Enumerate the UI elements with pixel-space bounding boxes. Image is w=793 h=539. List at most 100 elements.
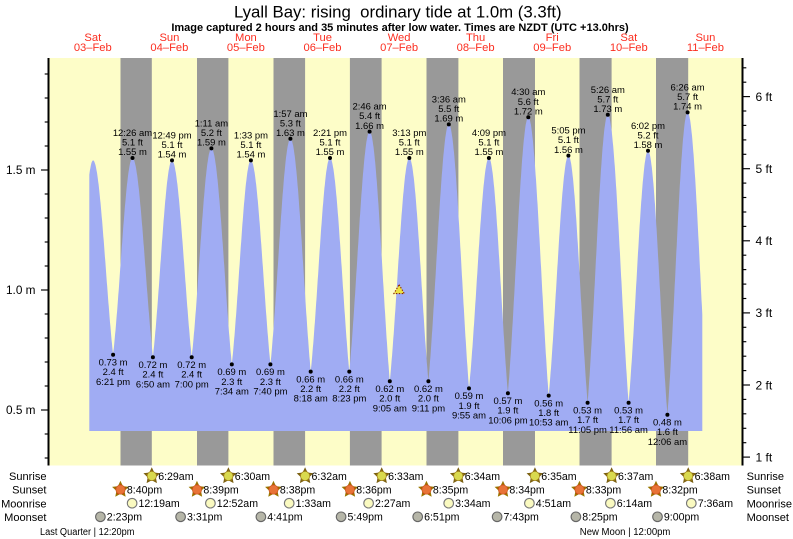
svg-text:8:25pm: 8:25pm (582, 512, 618, 524)
svg-text:5.1 ft: 5.1 ft (162, 140, 183, 151)
svg-text:09–Feb: 09–Feb (533, 42, 571, 54)
svg-text:3:34am: 3:34am (455, 498, 491, 510)
svg-text:Tue: Tue (313, 32, 332, 44)
svg-text:5.1 ft: 5.1 ft (399, 138, 420, 149)
svg-text:07–Feb: 07–Feb (380, 42, 418, 54)
svg-text:1.54 m: 1.54 m (236, 150, 265, 161)
svg-text:8:34pm: 8:34pm (509, 485, 545, 497)
svg-text:4:09 pm: 4:09 pm (472, 128, 506, 139)
svg-text:Moonset: Moonset (4, 512, 46, 524)
svg-text:12:06 am: 12:06 am (648, 437, 687, 448)
svg-text:1.6 ft: 1.6 ft (657, 427, 678, 438)
svg-text:4 ft: 4 ft (756, 234, 773, 248)
svg-text:8:23 pm: 8:23 pm (332, 394, 366, 405)
svg-text:Moonrise: Moonrise (1, 498, 46, 510)
svg-text:Image captured 2 hours and 35: Image captured 2 hours and 35 minutes af… (171, 22, 629, 34)
svg-text:Mon: Mon (235, 32, 257, 44)
svg-text:6:14am: 6:14am (617, 498, 653, 510)
svg-text:0.59 m: 0.59 m (455, 391, 484, 402)
svg-text:2.4 ft: 2.4 ft (142, 370, 163, 381)
svg-text:8:36pm: 8:36pm (356, 485, 392, 497)
svg-text:9:00pm: 9:00pm (664, 512, 700, 524)
svg-text:6:34am: 6:34am (465, 471, 501, 483)
svg-text:0.62 m: 0.62 m (375, 384, 404, 395)
svg-text:2.0 ft: 2.0 ft (379, 394, 400, 405)
svg-text:0.53 m: 0.53 m (573, 406, 602, 417)
svg-text:6:50 am: 6:50 am (136, 379, 170, 390)
svg-text:1.9 ft: 1.9 ft (459, 401, 480, 412)
svg-text:5.2 ft: 5.2 ft (638, 130, 659, 141)
svg-text:12:19am: 12:19am (139, 498, 180, 510)
svg-text:1.55 m: 1.55 m (395, 147, 424, 158)
svg-text:5.3 ft: 5.3 ft (280, 118, 301, 129)
svg-text:1.59 m: 1.59 m (197, 138, 226, 149)
svg-text:03–Feb: 03–Feb (74, 42, 112, 54)
svg-text:1:33am: 1:33am (296, 498, 332, 510)
svg-text:1.55 m: 1.55 m (474, 147, 503, 158)
svg-text:Thu: Thu (466, 32, 485, 44)
svg-text:0.66 m: 0.66 m (335, 374, 364, 385)
svg-text:0.57 m: 0.57 m (493, 396, 522, 407)
svg-text:6:38am: 6:38am (695, 471, 731, 483)
svg-text:Sunset: Sunset (747, 485, 781, 497)
svg-text:6:26 am: 6:26 am (671, 82, 705, 93)
svg-text:2 ft: 2 ft (756, 378, 773, 392)
svg-text:2.0 ft: 2.0 ft (418, 394, 439, 405)
svg-text:6:51pm: 6:51pm (424, 512, 460, 524)
svg-text:6:37am: 6:37am (618, 471, 654, 483)
svg-text:6:30am: 6:30am (235, 471, 271, 483)
svg-text:1.66 m: 1.66 m (355, 121, 384, 132)
svg-text:1.54 m: 1.54 m (158, 150, 187, 161)
svg-text:1 ft: 1 ft (756, 450, 773, 464)
svg-text:Last Quarter | 12:20pm: Last Quarter | 12:20pm (40, 527, 134, 538)
svg-text:11:05 pm: 11:05 pm (568, 425, 607, 436)
svg-text:Sunset: Sunset (12, 485, 46, 497)
svg-text:0.56 m: 0.56 m (534, 398, 563, 409)
svg-text:2:21 pm: 2:21 pm (313, 128, 347, 139)
svg-text:Moonrise: Moonrise (747, 498, 792, 510)
svg-text:5:49pm: 5:49pm (348, 512, 384, 524)
svg-text:1:11 am: 1:11 am (195, 118, 229, 129)
svg-text:3 ft: 3 ft (756, 306, 773, 320)
svg-text:10:06 pm: 10:06 pm (488, 415, 527, 426)
svg-text:8:38pm: 8:38pm (280, 485, 316, 497)
svg-text:2.3 ft: 2.3 ft (260, 377, 281, 388)
svg-text:1.7 ft: 1.7 ft (577, 415, 598, 426)
svg-text:2:23pm: 2:23pm (107, 512, 143, 524)
svg-text:7:34 am: 7:34 am (215, 387, 249, 398)
svg-text:2.3 ft: 2.3 ft (221, 377, 242, 388)
svg-text:8:39pm: 8:39pm (203, 485, 239, 497)
svg-text:11:56 am: 11:56 am (609, 425, 648, 436)
svg-text:8:40pm: 8:40pm (127, 485, 163, 497)
svg-text:6:32am: 6:32am (312, 471, 348, 483)
svg-text:0.69 m: 0.69 m (217, 367, 246, 378)
svg-text:1.73 m: 1.73 m (593, 104, 622, 115)
svg-text:5.1 ft: 5.1 ft (320, 138, 341, 149)
svg-text:Sun: Sun (159, 32, 179, 44)
svg-text:Sunrise: Sunrise (747, 471, 784, 483)
svg-text:05–Feb: 05–Feb (227, 42, 265, 54)
svg-text:9:11 pm: 9:11 pm (412, 403, 446, 414)
svg-text:3:36 am: 3:36 am (432, 94, 466, 105)
svg-text:6:21 pm: 6:21 pm (96, 377, 130, 388)
svg-text:1.5 m: 1.5 m (6, 163, 36, 177)
svg-text:0.66 m: 0.66 m (296, 374, 325, 385)
svg-text:5 ft: 5 ft (756, 162, 773, 176)
svg-text:8:33pm: 8:33pm (586, 485, 622, 497)
svg-text:0.72 m: 0.72 m (177, 360, 206, 371)
svg-text:7:40 pm: 7:40 pm (253, 387, 287, 398)
svg-text:1.7 ft: 1.7 ft (618, 415, 639, 426)
svg-text:6:33am: 6:33am (388, 471, 424, 483)
svg-text:5.1 ft: 5.1 ft (240, 140, 261, 151)
svg-text:1.63 m: 1.63 m (276, 128, 305, 139)
svg-text:6:35am: 6:35am (541, 471, 577, 483)
svg-text:06–Feb: 06–Feb (304, 42, 342, 54)
svg-text:0.73 m: 0.73 m (99, 358, 128, 369)
svg-text:5.4 ft: 5.4 ft (359, 111, 380, 122)
svg-text:04–Feb: 04–Feb (150, 42, 188, 54)
svg-text:5.7 ft: 5.7 ft (597, 94, 618, 105)
svg-text:1.9 ft: 1.9 ft (497, 406, 518, 417)
svg-text:1.74 m: 1.74 m (673, 102, 702, 113)
svg-text:Sat: Sat (620, 32, 638, 44)
svg-text:0.5 m: 0.5 m (6, 403, 36, 417)
